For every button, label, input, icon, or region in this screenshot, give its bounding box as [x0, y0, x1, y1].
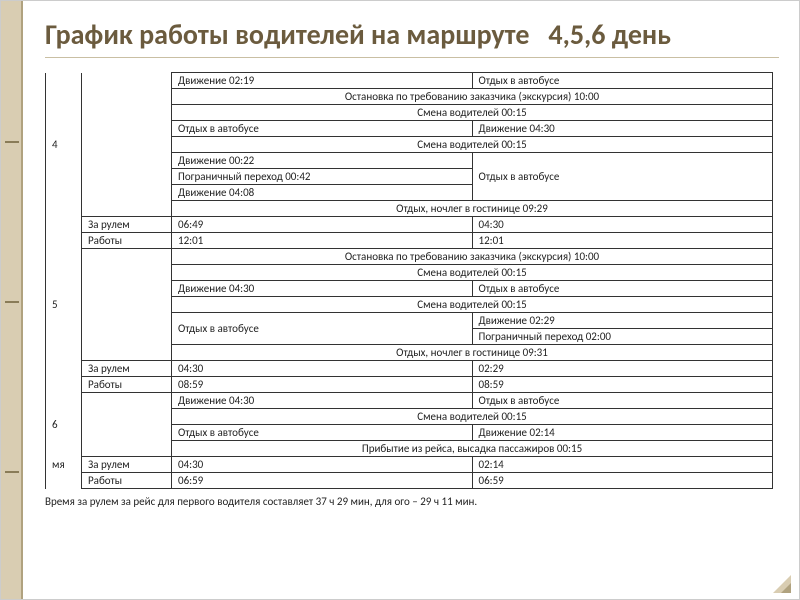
cell: Движение 04:30 — [472, 121, 773, 137]
table-row: Работы 06:59 06:59 — [46, 473, 773, 489]
cell: Отдых в автобусе — [472, 153, 773, 201]
cell: 06:59 — [172, 473, 473, 489]
day-number: 4 — [46, 73, 82, 217]
cell: 04:30 — [472, 217, 773, 233]
cell: 02:14 — [472, 457, 773, 473]
cell: Движение 04:30 — [172, 281, 473, 297]
table-row: Работы 12:01 12:01 — [46, 233, 773, 249]
empty-cell — [46, 361, 82, 377]
cell: Отдых, ночлег в гостинице 09:29 — [172, 201, 773, 217]
table-row: 6 Движение 04:30 Отдых в автобусе — [46, 393, 773, 409]
slide: График работы водителей на маршруте 4,5,… — [1, 1, 799, 599]
left-ornament-stripe — [1, 1, 23, 599]
cell: Смена водителей 00:15 — [172, 137, 773, 153]
cell: Отдых в автобусе — [472, 281, 773, 297]
footnote-text: Время за рулем за рейс для первого водит… — [45, 495, 773, 509]
cell: Отдых в автобусе — [172, 121, 473, 137]
cell: Пограничный переход 02:00 — [472, 329, 773, 345]
schedule-table-wrap: 4 Движение 02:19 Отдых в автобусе Остано… — [45, 72, 773, 489]
cell: Смена водителей 00:15 — [172, 409, 773, 425]
cell: Отдых, ночлег в гостинице 09:31 — [172, 345, 773, 361]
cell: Движение 00:22 — [172, 153, 473, 169]
cell: 12:01 — [172, 233, 473, 249]
table-row: мя За рулем 04:30 02:14 — [46, 457, 773, 473]
row-label: Работы — [82, 473, 172, 489]
row-label: За рулем — [82, 217, 172, 233]
cell: Смена водителей 00:15 — [172, 297, 773, 313]
day-number: 6 — [46, 393, 82, 457]
cell: Движение 02:29 — [472, 313, 773, 329]
cell: Отдых в автобусе — [472, 73, 773, 89]
row-label: Работы — [82, 233, 172, 249]
cell: Движение 04:08 — [172, 185, 473, 201]
cell: 06:49 — [172, 217, 473, 233]
ornament-tick — [5, 471, 19, 473]
cell: Движение 02:14 — [472, 425, 773, 441]
empty-cell — [46, 473, 82, 489]
cell: 04:30 — [172, 361, 473, 377]
cell: Отдых в автобусе — [472, 393, 773, 409]
row-label: За рулем — [82, 361, 172, 377]
ornament-tick — [5, 301, 19, 303]
cell: 08:59 — [172, 377, 473, 393]
corner-fold-icon — [771, 573, 791, 593]
schedule-table: 4 Движение 02:19 Отдых в автобусе Остано… — [45, 72, 773, 489]
cell: 02:29 — [472, 361, 773, 377]
empty-cell — [46, 233, 82, 249]
cell: Остановка по требованию заказчика (экску… — [172, 249, 773, 265]
table-row: За рулем 04:30 02:29 — [46, 361, 773, 377]
cell: Движение 04:30 — [172, 393, 473, 409]
cell: Отдых в автобусе — [172, 425, 473, 441]
cell: Пограничный переход 00:42 — [172, 169, 473, 185]
empty-cell — [46, 377, 82, 393]
table-row: Работы 08:59 08:59 — [46, 377, 773, 393]
empty-cell — [46, 217, 82, 233]
empty-cell — [82, 73, 172, 217]
slide-title: График работы водителей на маршруте 4,5,… — [45, 19, 779, 58]
cell: Остановка по требованию заказчика (экску… — [172, 89, 773, 105]
cell: Прибытие из рейса, высадка пассажиров 00… — [172, 441, 773, 457]
cell: Смена водителей 00:15 — [172, 105, 773, 121]
day-number: 5 — [46, 249, 82, 361]
row-label: За рулем — [82, 457, 172, 473]
empty-cell — [82, 249, 172, 361]
cell: Отдых в автобусе — [172, 313, 473, 345]
cell: 12:01 — [472, 233, 773, 249]
ornament-tick — [5, 141, 19, 143]
empty-cell — [82, 393, 172, 457]
cell: Движение 02:19 — [172, 73, 473, 89]
cell: 06:59 — [472, 473, 773, 489]
cell: 04:30 — [172, 457, 473, 473]
cell: Смена водителей 00:15 — [172, 265, 773, 281]
summary-label: мя — [46, 457, 82, 473]
cell: 08:59 — [472, 377, 773, 393]
table-row: 4 Движение 02:19 Отдых в автобусе — [46, 73, 773, 89]
table-row: 5 Остановка по требованию заказчика (экс… — [46, 249, 773, 265]
row-label: Работы — [82, 377, 172, 393]
table-row: За рулем 06:49 04:30 — [46, 217, 773, 233]
